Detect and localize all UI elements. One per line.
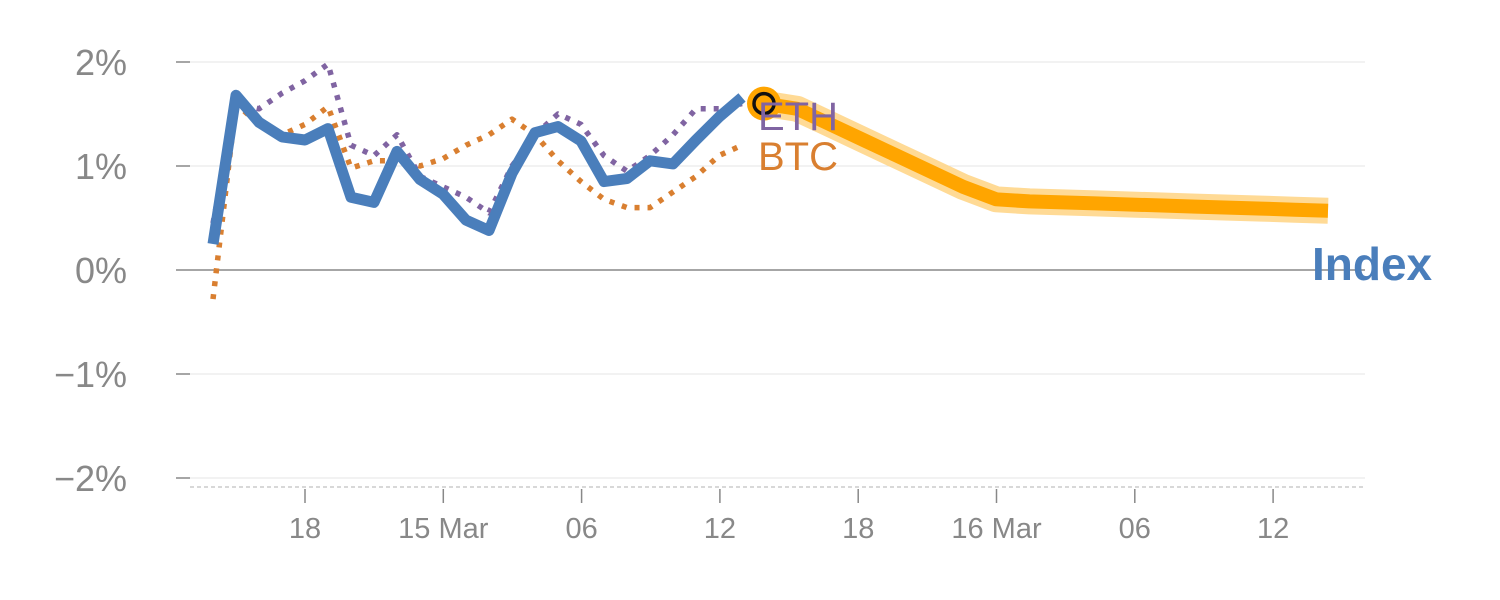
y-axis: 2% 1% 0% −1% −2%: [54, 42, 190, 499]
x-tick-label: 18: [842, 513, 874, 545]
btc-line: [210, 100, 744, 300]
x-tick-label: 12: [1257, 513, 1289, 545]
series-lines: [207, 61, 746, 300]
y-tick-label: 2%: [75, 42, 127, 83]
index-label: Index: [1312, 238, 1433, 290]
eth-label: ETH: [758, 95, 838, 139]
y-tick-label: 0%: [75, 250, 127, 291]
x-tick-label: 12: [704, 513, 736, 545]
x-tick-label: 06: [1119, 513, 1151, 545]
x-tick-label: 18: [289, 513, 321, 545]
x-axis: 18 15 Mar 06 12 18 16 Mar 06 12: [190, 486, 1365, 545]
projection-band: [761, 90, 1329, 224]
y-tick-label: −2%: [54, 458, 127, 499]
projection-line: [762, 96, 1329, 218]
btc-label: BTC: [758, 135, 838, 179]
marker-outer: [747, 86, 781, 121]
y-tick-label: −1%: [54, 354, 127, 395]
x-tick-label: 15 Mar: [398, 513, 489, 545]
current-value-marker: [747, 86, 781, 121]
marker-inner: [752, 91, 776, 116]
x-tick-label: 06: [565, 513, 597, 545]
index-line: [207, 89, 746, 245]
y-tick-label: 1%: [75, 146, 127, 187]
projection-band-outer: [761, 90, 1329, 224]
x-tick-label: 16 Mar: [951, 513, 1042, 545]
